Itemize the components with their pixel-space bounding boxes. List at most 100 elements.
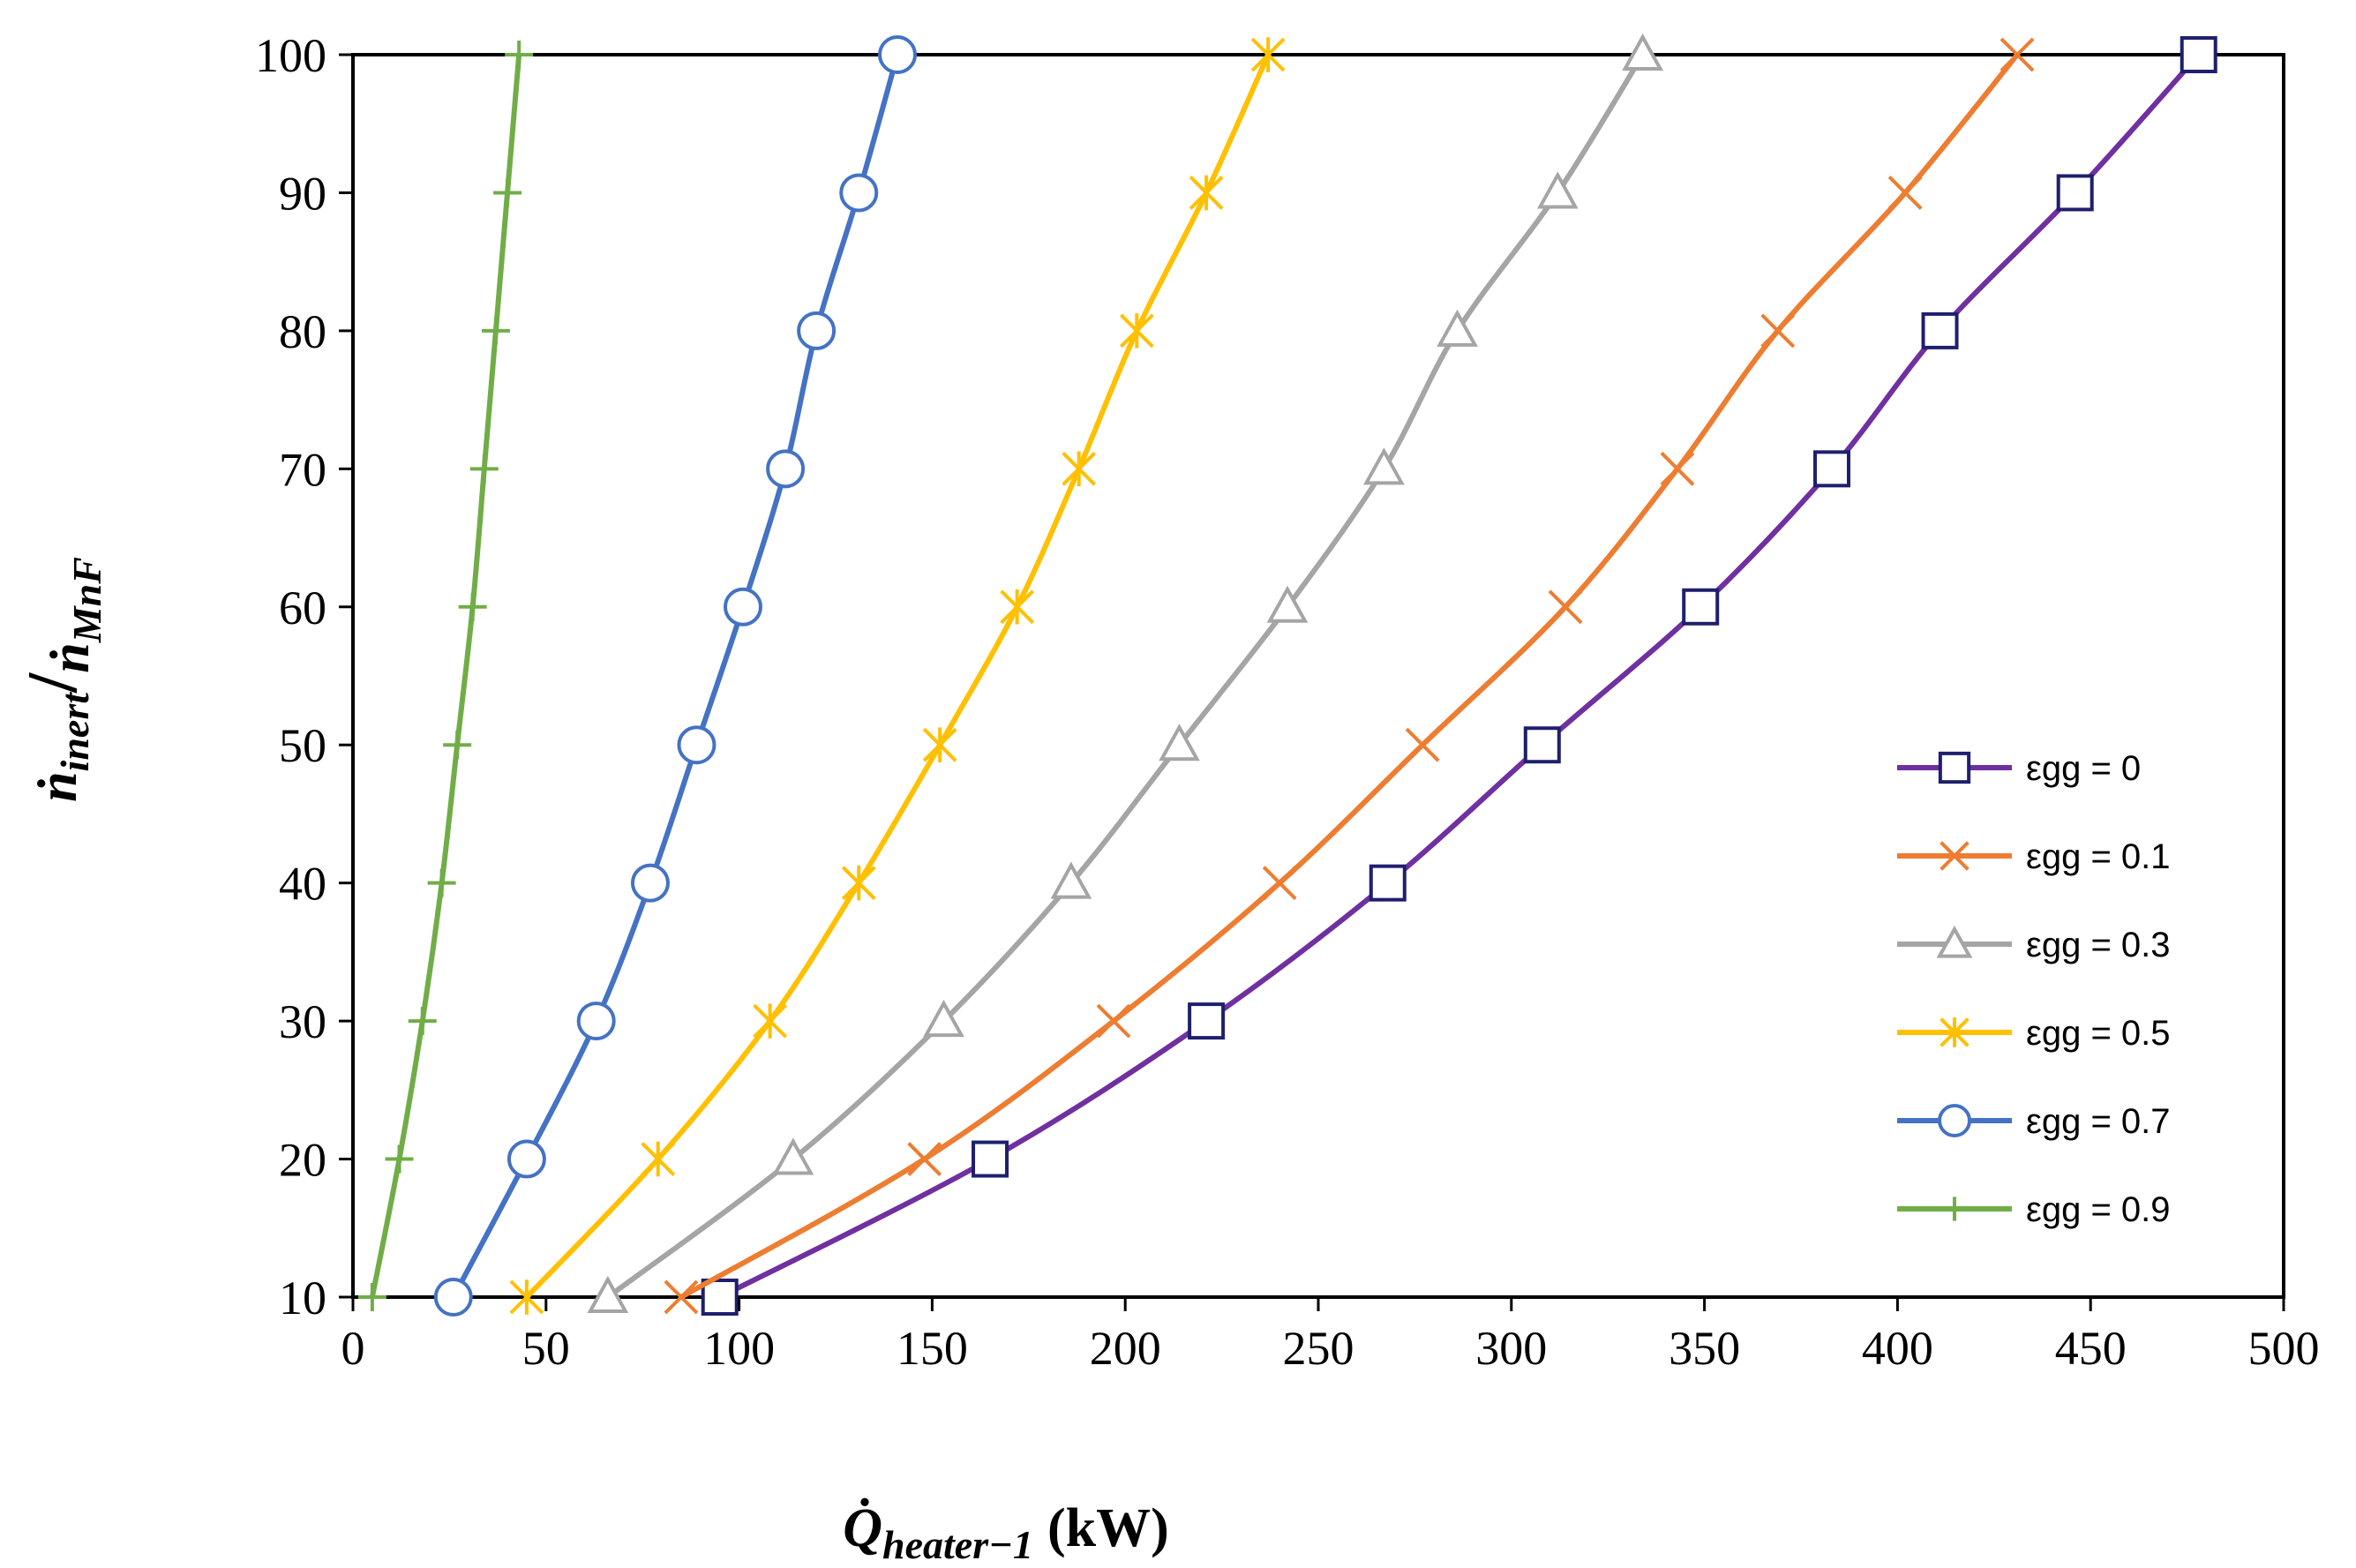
marker-triangle xyxy=(1362,447,1405,485)
x-tick-label: 100 xyxy=(703,1322,775,1375)
data-point-star-marker xyxy=(1062,451,1097,487)
data-point-x-marker xyxy=(907,1142,942,1176)
marker-square xyxy=(701,1279,739,1316)
data-point-square-marker xyxy=(1938,751,1971,784)
y-tick-label: 100 xyxy=(255,29,326,82)
x-tick-label: 500 xyxy=(2248,1322,2320,1375)
plot-frame xyxy=(351,53,2285,1299)
data-point-x-marker xyxy=(1940,841,1970,871)
x-tick-label: 400 xyxy=(1862,1322,1933,1375)
marker-x-stroke xyxy=(1405,727,1440,762)
data-point-plus-marker xyxy=(458,592,487,621)
data-point-square-marker xyxy=(1921,311,1959,349)
data-point-star-marker xyxy=(1119,313,1154,349)
data-point-plus-marker xyxy=(469,454,499,484)
data-point-star-marker xyxy=(922,727,957,763)
marker-circle xyxy=(723,587,762,626)
data-point-triangle-marker xyxy=(923,999,964,1038)
data-point-x-marker xyxy=(1760,313,1796,349)
data-point-triangle-marker xyxy=(1437,309,1478,347)
data-point-square-marker xyxy=(1188,1002,1226,1040)
data-point-square-marker xyxy=(1523,726,1561,764)
series-line xyxy=(451,54,900,1299)
data-point-circle-marker xyxy=(878,35,918,74)
series-0 xyxy=(701,36,2217,1316)
marker-square xyxy=(1813,450,1851,488)
marker-triangle xyxy=(1266,585,1309,623)
marker-triangle xyxy=(587,1275,629,1313)
x-tick-label: 300 xyxy=(1475,1322,1547,1375)
marker-triangle xyxy=(1622,33,1663,71)
marker-circle xyxy=(797,311,837,350)
legend-label: εgg = 0.3 xyxy=(2026,926,2171,964)
x-tick-label: 450 xyxy=(2055,1322,2127,1375)
y-axis: 10 20 30 40 50 60 70 80 90 100 xyxy=(255,29,353,1324)
marker-square xyxy=(972,1140,1009,1178)
marker-x-stroke xyxy=(664,1279,699,1315)
y-axis-title-num-sub: inert xyxy=(52,692,97,772)
data-point-square-marker xyxy=(972,1140,1009,1178)
series-3 xyxy=(509,37,1286,1315)
legend-entry: εgg = 0.9 xyxy=(1897,1190,2171,1229)
legend-label: εgg = 0.9 xyxy=(2026,1190,2171,1229)
x-tick-label: 50 xyxy=(522,1322,570,1375)
data-point-triangle-marker xyxy=(1536,171,1579,209)
data-point-plus-marker xyxy=(481,316,510,345)
plot-area xyxy=(351,33,2285,1317)
legend-entry: εgg = 0.5 xyxy=(1897,1014,2171,1053)
data-point-triangle-marker xyxy=(587,1275,629,1313)
data-point-x-marker xyxy=(1096,1003,1131,1039)
data-point-circle-marker xyxy=(630,863,670,903)
series-line xyxy=(369,54,522,1298)
data-point-star-marker xyxy=(753,1003,788,1039)
data-point-plus-marker xyxy=(493,178,522,207)
marker-circle xyxy=(506,1139,546,1179)
series-line xyxy=(606,53,1646,1300)
marker-square xyxy=(1369,864,1407,902)
y-tick-label: 60 xyxy=(279,581,326,634)
marker-x-stroke xyxy=(1887,176,1923,210)
y-tick-label: 90 xyxy=(279,167,326,220)
legend-label: εgg = 0.7 xyxy=(2026,1102,2171,1141)
data-point-plus-marker xyxy=(1942,1197,1967,1221)
marker-square xyxy=(2180,36,2217,73)
data-point-triangle-marker xyxy=(1266,585,1309,623)
data-point-x-marker xyxy=(1548,589,1583,625)
marker-circle xyxy=(433,1278,473,1317)
marker-circle xyxy=(1938,1104,1971,1137)
x-axis-title-sub: heater−1 xyxy=(882,1522,1033,1567)
x-tick-label: 0 xyxy=(341,1322,365,1375)
marker-square xyxy=(1523,726,1561,764)
series-5 xyxy=(357,41,534,1311)
data-point-square-marker xyxy=(1682,588,1720,626)
data-point-triangle-marker xyxy=(772,1137,814,1175)
series-line xyxy=(524,53,1271,1300)
y-axis-title-num-main: ṅ xyxy=(28,771,88,801)
data-point-circle-marker xyxy=(723,587,762,626)
x-tick-label: 350 xyxy=(1669,1322,1740,1375)
data-point-x-marker xyxy=(1660,451,1695,486)
marker-triangle xyxy=(1050,861,1092,899)
y-tick-label: 10 xyxy=(279,1272,326,1324)
data-point-star-marker xyxy=(509,1279,544,1315)
data-point-square-marker xyxy=(701,1279,739,1316)
data-point-triangle-marker xyxy=(1622,33,1663,71)
y-tick-label: 20 xyxy=(279,1134,326,1187)
marker-square xyxy=(1682,588,1720,626)
marker-x-stroke xyxy=(1548,589,1583,625)
series-line xyxy=(718,52,2201,1300)
marker-square xyxy=(1188,1002,1226,1040)
data-point-star-marker xyxy=(1250,37,1286,72)
marker-circle xyxy=(839,173,879,213)
data-point-triangle-marker xyxy=(1362,447,1405,485)
legend-label: εgg = 0 xyxy=(2026,749,2141,788)
data-point-square-marker xyxy=(1813,450,1851,488)
data-point-star-marker xyxy=(1000,589,1035,625)
series-1 xyxy=(664,37,2035,1315)
y-axis-title-den-main: ṅ xyxy=(41,642,101,672)
marker-x-stroke xyxy=(1096,1003,1131,1039)
x-axis: 0 50 100 150 200 250 300 350 400 450 500 xyxy=(341,1297,2320,1375)
data-point-circle-marker xyxy=(576,1002,616,1041)
marker-triangle xyxy=(772,1137,814,1175)
